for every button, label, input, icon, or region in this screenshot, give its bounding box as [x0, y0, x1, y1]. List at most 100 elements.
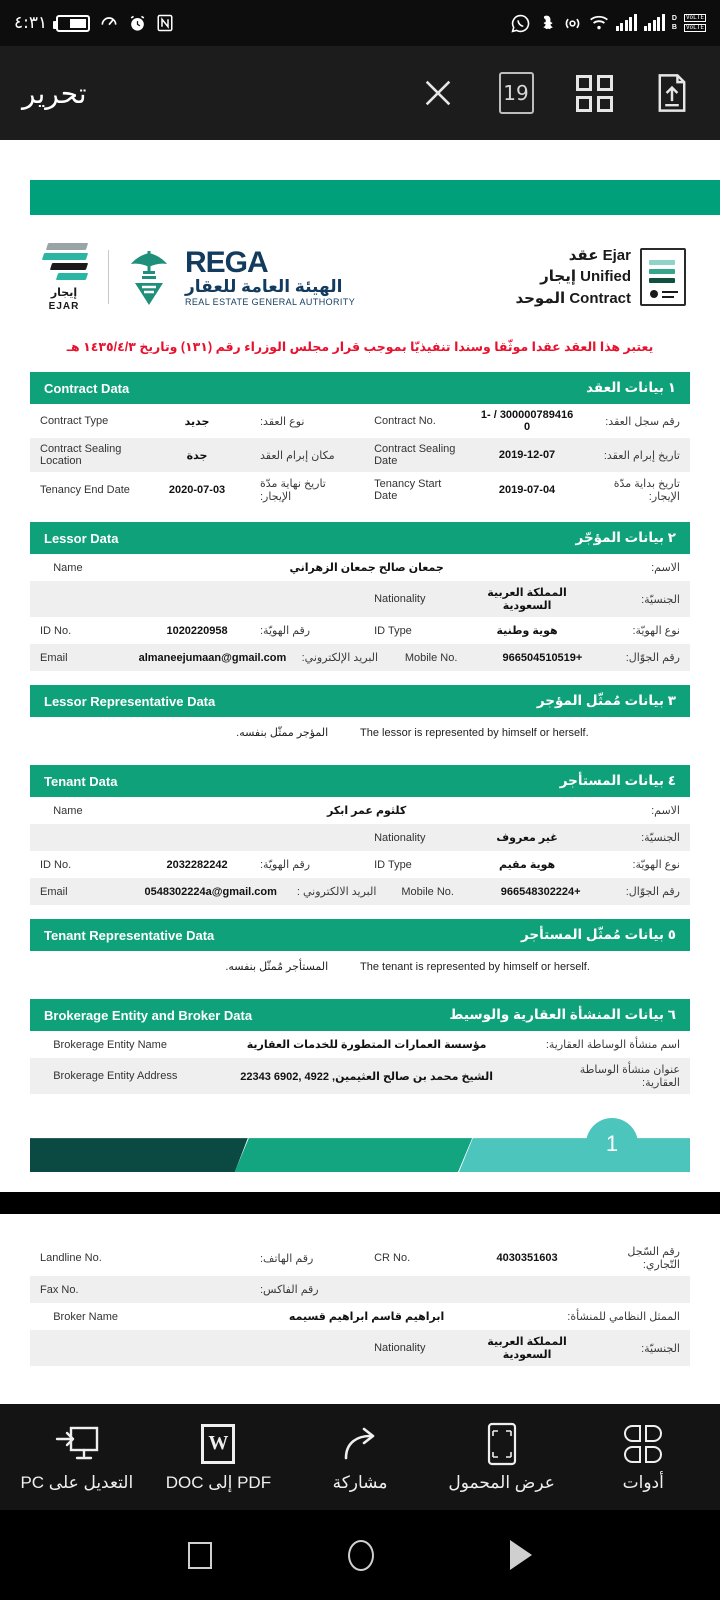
bottom-item-mobile-view[interactable]: عرض المحمول	[438, 1422, 566, 1493]
row-label-en: Brokerage Entity Address	[53, 1070, 178, 1083]
table-row: الاسم: كلثوم عمر ابكر Name	[30, 797, 690, 825]
row-label-en: Nationality	[374, 831, 426, 844]
table-row: رقم السّجل التّجاري: 4030351603 CR No. رقم …	[30, 1240, 690, 1277]
bottom-item-share[interactable]: مشاركة	[296, 1422, 424, 1493]
bottom-item-edit-on-pc-label: التعديل على PC	[20, 1472, 134, 1492]
section-title-ar: ٣ بيانات مُمثّل المؤجر	[536, 693, 676, 709]
section-note-ar: المستأجر مُمثّل بنفسه.	[225, 961, 329, 974]
row-mid-value: 1020220958	[166, 624, 228, 637]
row-mid-label-ar	[250, 824, 364, 851]
row-value-ar: 300000789416 / 1-0	[480, 409, 574, 434]
document-brand-row: إيجار EJAR	[16, 215, 704, 323]
volte-top-label: VoLTE	[683, 14, 706, 22]
row-mid-label-ar: تاريخ نهاية مدّة الإيجار:	[260, 478, 326, 504]
app-toolbar: 19 تحرير	[0, 46, 720, 140]
android-nav-bar	[0, 1510, 720, 1600]
row-label-en-2	[30, 1330, 144, 1366]
row-label-en-2: Tenancy End Date	[40, 484, 130, 497]
table-row: رقم سجل العقد: 300000789416 / 1-0 Contract…	[30, 404, 690, 439]
status-bar: ٤:٣١	[0, 0, 720, 46]
row-mid-label-ar: البريد الالكتروني :	[296, 886, 377, 899]
page-count-badge[interactable]: 19	[494, 71, 538, 115]
document-viewer[interactable]: إيجار EJAR	[0, 140, 720, 1404]
table-row: تاريخ بداية مدّة الإيجار: 2019-07-04 Tenan…	[30, 472, 690, 509]
section-title-ar: ٥ بيانات مُمثّل المستأجر	[520, 927, 676, 943]
row-label-ar: تاريخ إبرام العقد:	[603, 449, 680, 462]
row-label-en-2: Contract Sealing Location	[40, 443, 122, 468]
share-icon	[340, 1422, 380, 1466]
grid-view-icon[interactable]	[572, 71, 616, 115]
row-label-ar: رقم الجوّال:	[625, 652, 680, 665]
unified-contract-badge: عقد Ejar إيجار Unified الموحد Contract	[515, 245, 686, 310]
row-mid-label-ar: رقم الهويّة:	[260, 859, 311, 872]
volte-icon: VoLTE VoLTE	[683, 14, 706, 32]
section-title-ar: ١ بيانات العقد	[586, 380, 676, 396]
unified-line-3: الموحد Contract	[515, 290, 631, 307]
home-circle-icon[interactable]	[336, 1528, 386, 1583]
table-row: الجنسيّة: المملكة العربية السعودية Nationa…	[30, 1330, 690, 1367]
row-value-ar: ابراهيم قاسم ابراهيم قسيمه	[288, 1311, 445, 1324]
back-triangle-icon[interactable]	[498, 1528, 544, 1582]
row-label-en-2: Email	[40, 651, 68, 664]
row-mid-value	[144, 1240, 250, 1276]
table-row: الاسم: جمعان صالح جمعان الزهراني Name	[30, 554, 690, 582]
close-icon[interactable]	[416, 71, 460, 115]
row-mid-label-ar	[250, 1330, 364, 1366]
section-title-en: Lessor Representative Data	[44, 693, 216, 709]
document-page-2: رقم السّجل التّجاري: 4030351603 CR No. رقم …	[0, 1214, 720, 1367]
row-value-ar: 2019-07-04	[498, 484, 556, 497]
row-label-ar: الاسم:	[651, 805, 680, 818]
section-title-en: Contract Data	[44, 380, 130, 396]
rega-name-ar: الهيئة العامة للعقار	[185, 277, 343, 297]
row-value-ar: +966504510519	[502, 651, 583, 664]
brand-divider	[108, 250, 109, 305]
status-bar-right: D B VoLTE VoLTE	[511, 14, 706, 33]
edit-on-pc-icon	[55, 1422, 99, 1466]
bottom-item-edit-on-pc[interactable]: التعديل على PC	[13, 1422, 141, 1493]
row-mid-value: جديد	[184, 415, 210, 428]
bottom-item-pdf-to-doc[interactable]: W PDF إلى DOC	[154, 1422, 282, 1493]
row-mid-value: 0548302224a@gmail.com	[144, 885, 277, 898]
section-header: ٢ بيانات المؤجّر Lessor Data	[30, 522, 690, 555]
section-header: ٣ بيانات مُمثّل المؤجر Lessor Representat…	[30, 685, 690, 718]
recents-square-icon[interactable]	[176, 1530, 224, 1581]
table-row: رقم الجوّال: +966504510519 Mobile No. البري…	[30, 644, 690, 672]
row-label-en: Broker Name	[53, 1310, 119, 1323]
section-note: The lessor is represented by himself or …	[30, 717, 690, 752]
bottom-item-pdf-to-doc-label: PDF إلى DOC	[165, 1472, 272, 1492]
row-value-ar: +966548302224	[500, 885, 581, 898]
section-note-en: The lessor is represented by himself or …	[360, 727, 589, 740]
contract-section: ٣ بيانات مُمثّل المؤجر Lessor Representat…	[30, 685, 690, 752]
row-label-en-2	[30, 581, 144, 617]
row-mid-label-ar: مكان إبرام العقد	[260, 449, 335, 462]
row-label-ar: الجنسيّة:	[641, 593, 680, 606]
row-mid-value	[144, 1330, 250, 1366]
signal-bars-2-icon	[643, 14, 665, 31]
sim-bottom-label: B	[671, 24, 677, 31]
data-saver-icon	[99, 13, 119, 33]
unified-line-2: إيجار Unified	[540, 268, 631, 286]
row-label-ar: نوع الهويّة:	[632, 625, 680, 638]
status-bar-clock: ٤:٣١	[14, 13, 48, 33]
row-value-ar: كلثوم عمر ابكر	[326, 805, 407, 818]
row-label-en-2: Fax No.	[40, 1283, 79, 1296]
brokerage-continuation-section: رقم السّجل التّجاري: 4030351603 CR No. رقم …	[30, 1240, 690, 1367]
contract-section: ٤ بيانات المستأجر Tenant Data الاسم: كلثوم …	[30, 765, 690, 906]
bottom-item-share-label: مشاركة	[332, 1472, 388, 1492]
section-note: The tenant is represented by himself or …	[30, 951, 690, 986]
snapchat-icon	[537, 14, 556, 33]
status-bar-left: ٤:٣١	[14, 13, 174, 33]
row-mid-label-ar: نوع العقد:	[260, 415, 305, 428]
table-row: اسم منشأة الوساطة العقارية: مؤسسة العمارا…	[30, 1031, 690, 1059]
row-label-ar: عنوان منشأة الوساطة العقارية:	[579, 1064, 680, 1090]
bottom-item-tools[interactable]: أدوات	[579, 1422, 707, 1493]
row-value-ar: غير معروف	[496, 832, 558, 845]
row-label-en: Tenancy Start Date	[374, 478, 442, 503]
mobile-view-icon	[487, 1422, 517, 1466]
row-label-en: Mobile No.	[401, 885, 454, 898]
row-label-ar: نوع الهويّة:	[632, 859, 680, 872]
export-icon[interactable]	[650, 71, 694, 115]
section-title-en: Brokerage Entity and Broker Data	[44, 1007, 253, 1023]
row-value-ar: هوية وطنية	[496, 625, 558, 638]
